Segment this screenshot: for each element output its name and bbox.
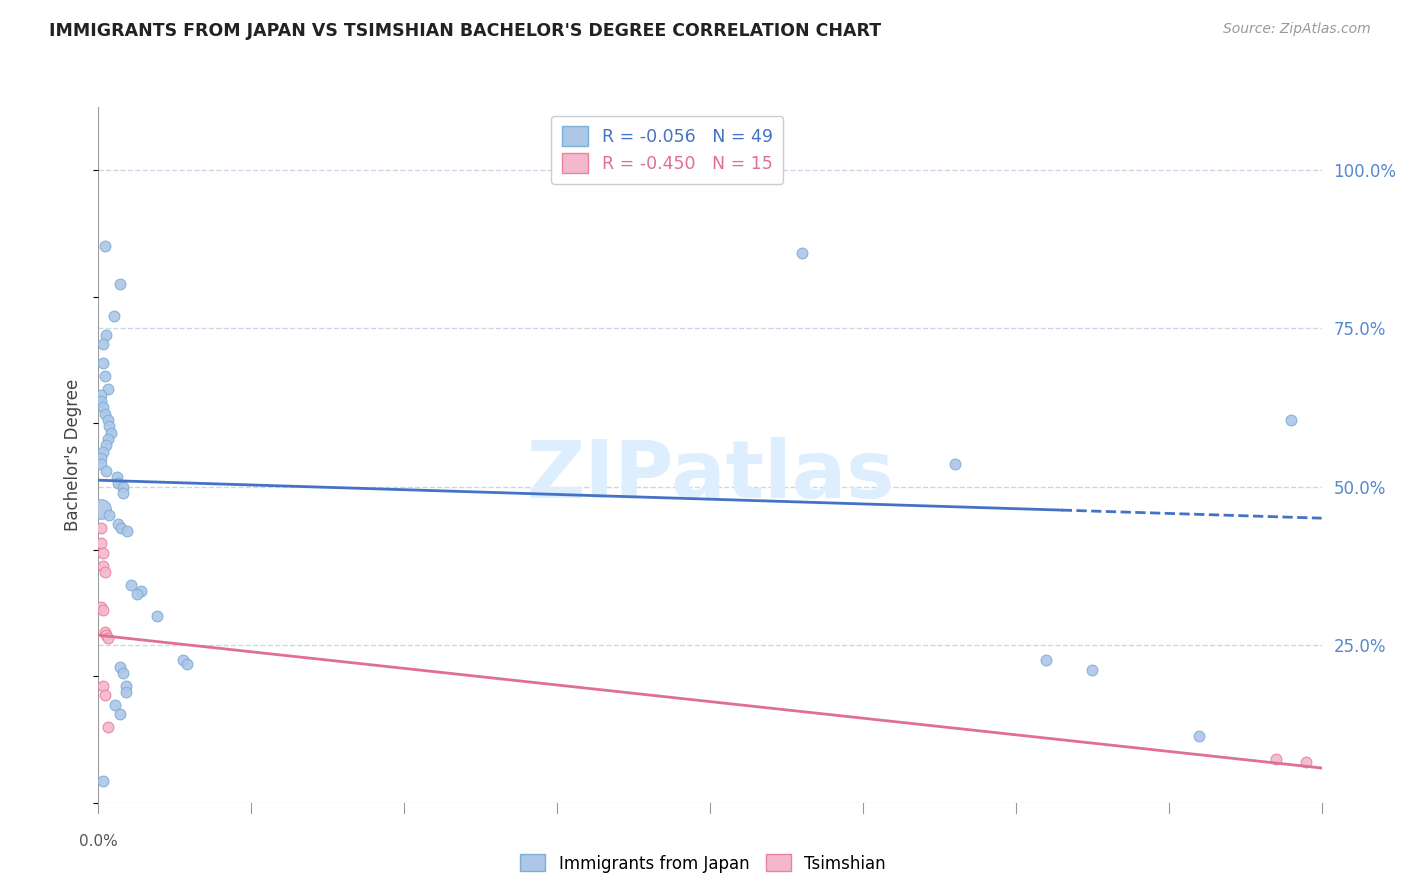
Point <box>100 425 122 440</box>
Point <box>94 438 117 452</box>
Point <box>93 565 115 579</box>
Point <box>90 394 112 409</box>
Point <box>790 245 813 260</box>
Point <box>1188 730 1211 744</box>
Point <box>107 476 129 491</box>
Point <box>97 432 120 446</box>
Point <box>91 773 114 788</box>
Point <box>103 309 125 323</box>
Point <box>93 625 115 640</box>
Y-axis label: Bachelor's Degree: Bachelor's Degree <box>65 379 83 531</box>
Point <box>943 458 966 472</box>
Point <box>108 277 131 292</box>
Point <box>176 657 198 671</box>
Point <box>90 536 112 550</box>
Point <box>90 599 112 614</box>
Point <box>91 558 114 573</box>
Point <box>1295 755 1317 769</box>
Point <box>90 501 112 516</box>
Point <box>98 419 121 434</box>
Point <box>108 707 131 722</box>
Point <box>111 486 134 500</box>
Point <box>94 628 117 642</box>
Point <box>90 521 112 535</box>
Point <box>94 464 117 478</box>
Point <box>91 337 114 351</box>
Text: 0.0%: 0.0% <box>79 834 118 849</box>
Point <box>91 444 114 458</box>
Point <box>91 546 114 560</box>
Point <box>90 388 112 402</box>
Point <box>97 720 120 734</box>
Point <box>1081 663 1104 677</box>
Legend: Immigrants from Japan, Tsimshian: Immigrants from Japan, Tsimshian <box>513 847 893 880</box>
Point <box>91 603 114 617</box>
Point <box>172 653 194 667</box>
Point <box>97 632 120 646</box>
Point <box>94 327 117 342</box>
Point <box>110 521 132 535</box>
Text: Source: ZipAtlas.com: Source: ZipAtlas.com <box>1223 22 1371 37</box>
Point <box>115 679 138 693</box>
Point <box>107 517 129 532</box>
Point <box>104 698 127 712</box>
Point <box>90 458 112 472</box>
Point <box>1035 653 1057 667</box>
Point <box>108 660 131 674</box>
Text: ZIPatlas: ZIPatlas <box>526 437 894 515</box>
Point <box>93 239 115 253</box>
Point <box>117 524 139 538</box>
Point <box>1264 751 1286 765</box>
Point <box>93 407 115 421</box>
Text: IMMIGRANTS FROM JAPAN VS TSIMSHIAN BACHELOR'S DEGREE CORRELATION CHART: IMMIGRANTS FROM JAPAN VS TSIMSHIAN BACHE… <box>49 22 882 40</box>
Point <box>91 356 114 370</box>
Point <box>97 382 120 396</box>
Point <box>111 479 134 493</box>
Point <box>90 451 112 466</box>
Point <box>145 609 167 624</box>
Point <box>91 679 114 693</box>
Legend: R = -0.056   N = 49, R = -0.450   N = 15: R = -0.056 N = 49, R = -0.450 N = 15 <box>551 116 783 184</box>
Point <box>115 685 138 699</box>
Point <box>93 368 115 383</box>
Point <box>105 470 128 484</box>
Point <box>97 413 120 427</box>
Point <box>111 666 134 681</box>
Point <box>120 577 142 591</box>
Point <box>129 583 152 598</box>
Point <box>1279 413 1302 427</box>
Point <box>125 587 148 601</box>
Point <box>98 508 121 522</box>
Point <box>91 401 114 415</box>
Point <box>93 688 115 702</box>
